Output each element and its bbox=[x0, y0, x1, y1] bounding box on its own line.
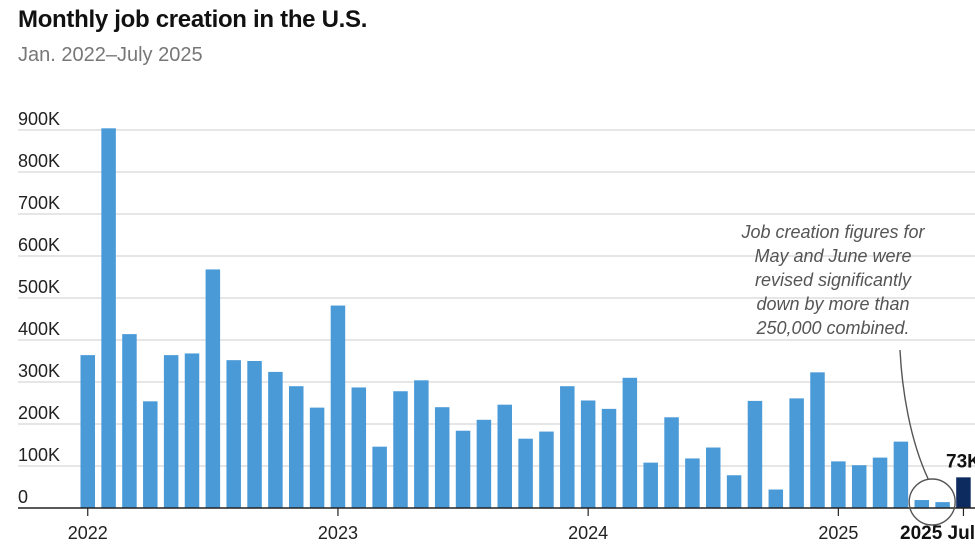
bar-2022-11 bbox=[289, 386, 304, 508]
annotation-line: May and June were bbox=[754, 246, 911, 266]
y-tick-label: 700K bbox=[18, 193, 60, 213]
bar-2025-04 bbox=[893, 441, 909, 508]
bar-2024-10 bbox=[768, 489, 784, 508]
bar-2025-02 bbox=[851, 465, 867, 508]
chart-subtitle: Jan. 2022–July 2025 bbox=[18, 44, 203, 66]
bar-2024-08 bbox=[726, 475, 742, 508]
x-tick-label: 2023 bbox=[318, 523, 358, 543]
y-tick-label: 100K bbox=[18, 445, 60, 465]
bar-2024-06 bbox=[685, 458, 700, 508]
annotation-connector bbox=[899, 349, 929, 480]
annotation-line: down by more than bbox=[756, 294, 909, 314]
bar-2024-09 bbox=[747, 400, 763, 508]
bar-2022-01 bbox=[80, 355, 95, 508]
data-label: 73K bbox=[946, 451, 975, 472]
y-tick-label: 500K bbox=[18, 277, 60, 297]
bar-2023-04 bbox=[393, 391, 408, 508]
bar-2022-04 bbox=[143, 401, 158, 508]
bar-2023-03 bbox=[372, 446, 387, 508]
chart-title: Monthly job creation in the U.S. bbox=[18, 6, 368, 33]
bar-2023-11 bbox=[539, 431, 554, 508]
x-tick-label: 2022 bbox=[68, 523, 108, 543]
y-axis-ticks: 0 100K 200K 300K 400K 500K 600K 700K 800K 900K bbox=[18, 109, 60, 507]
bar-2024-01 bbox=[580, 400, 596, 508]
annotation: Job creation figures for May and June wer… bbox=[740, 222, 956, 526]
bar-2022-03 bbox=[122, 334, 137, 508]
annotation-line: 250,000 combined. bbox=[755, 318, 909, 338]
bar-2024-11 bbox=[789, 398, 804, 508]
bar-2022-05 bbox=[163, 355, 179, 508]
bar-2025-06 bbox=[935, 502, 950, 508]
y-tick-label: 300K bbox=[18, 361, 60, 381]
bar-2024-05 bbox=[664, 417, 679, 508]
annotation-line: Job creation figures for bbox=[740, 222, 925, 242]
bar-2024-04 bbox=[643, 462, 658, 508]
bar-2024-07 bbox=[706, 447, 721, 508]
x-axis: 2022 2023 2024 2025 2025 Jul bbox=[18, 507, 975, 544]
bar-2025-01 bbox=[831, 461, 846, 508]
bar-2025-03 bbox=[872, 457, 888, 508]
bar-2023-10 bbox=[518, 438, 533, 508]
bar-2025-07 bbox=[956, 477, 971, 508]
x-tick-label: 2024 bbox=[568, 523, 608, 543]
y-tick-label: 900K bbox=[18, 109, 60, 129]
annotation-line: revised significantly bbox=[755, 270, 912, 290]
bar-2022-12 bbox=[309, 407, 325, 508]
x-tick-label: 2025 bbox=[818, 523, 858, 543]
bar-2025-05 bbox=[914, 500, 929, 508]
bar-2022-10 bbox=[268, 371, 283, 508]
y-tick-label: 400K bbox=[18, 319, 60, 339]
bar-2022-07 bbox=[205, 269, 221, 508]
y-tick-label: 200K bbox=[18, 403, 60, 423]
y-tick-label: 600K bbox=[18, 235, 60, 255]
annotation-circle bbox=[908, 478, 956, 526]
bar-2022-09 bbox=[247, 361, 262, 508]
bars: 73K bbox=[80, 128, 975, 508]
bar-2022-08 bbox=[226, 360, 241, 508]
bar-2023-12 bbox=[560, 386, 575, 508]
bar-2023-08 bbox=[476, 419, 492, 508]
bar-2023-06 bbox=[434, 407, 450, 508]
bar-2023-07 bbox=[455, 430, 471, 508]
bar-2023-05 bbox=[414, 380, 429, 508]
bar-2024-03 bbox=[622, 377, 638, 508]
y-tick-label: 0 bbox=[18, 487, 28, 507]
bar-2024-12 bbox=[810, 372, 825, 508]
bar-2024-02 bbox=[601, 408, 617, 508]
bar-2023-09 bbox=[497, 404, 512, 508]
bar-2022-06 bbox=[184, 353, 200, 508]
x-tick-label: 2025 Jul bbox=[900, 523, 975, 544]
bar-2023-01 bbox=[330, 305, 346, 508]
bar-2022-02 bbox=[101, 128, 116, 508]
y-tick-label: 800K bbox=[18, 151, 60, 171]
bar-2023-02 bbox=[351, 387, 367, 508]
